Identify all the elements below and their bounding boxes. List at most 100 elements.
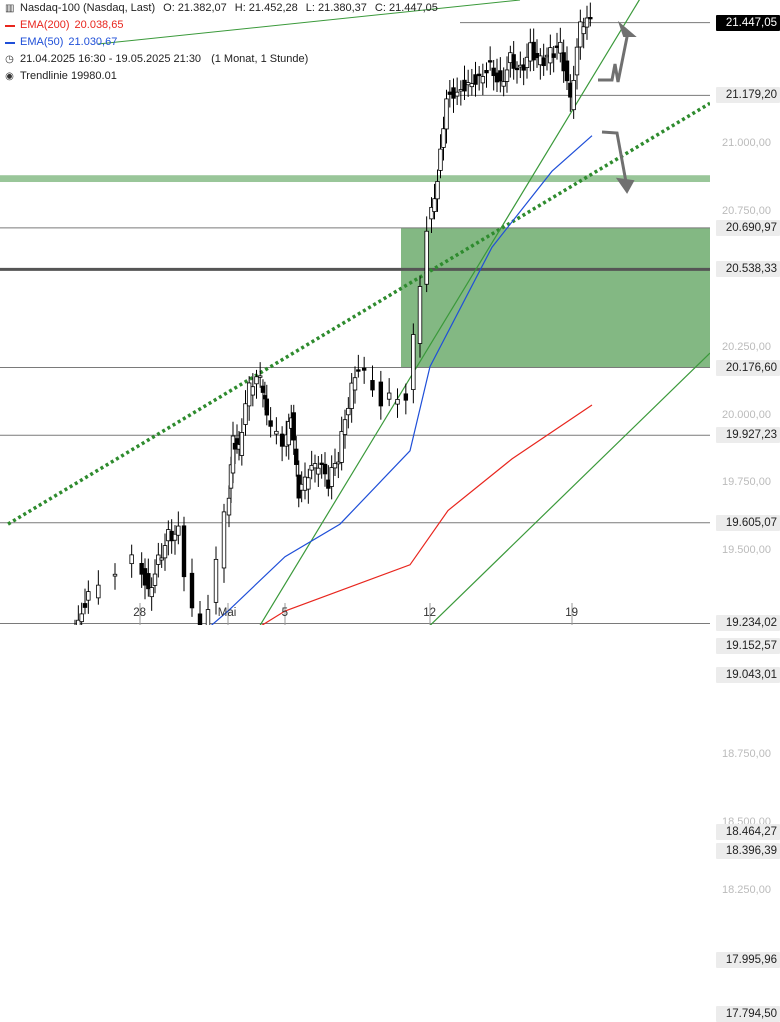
level-price-label: 19.234,02 xyxy=(716,615,780,632)
dotted-trendline xyxy=(7,101,711,526)
instrument-title: Nasdaq-100 (Nasdaq, Last) xyxy=(20,2,156,14)
candle-body xyxy=(511,54,516,69)
clock-icon: ◷ xyxy=(5,54,14,65)
chart-area[interactable] xyxy=(0,0,780,625)
ema50-label: EMA(50) xyxy=(20,36,64,48)
candle-body xyxy=(149,587,154,598)
candlestick-icon: ▥ xyxy=(5,3,15,14)
candle-body xyxy=(588,17,593,20)
level-price-label: 17.995,96 xyxy=(716,951,780,968)
candle-body xyxy=(541,57,546,67)
ohlc-low: L: 21.380,37 xyxy=(305,2,367,14)
candle-body xyxy=(551,53,556,58)
ema200-legend[interactable]: EMA(200) 20.038,65 xyxy=(0,17,560,34)
candle-body xyxy=(462,79,467,92)
candle-body xyxy=(316,467,321,475)
candle-body xyxy=(291,412,296,441)
ema50-legend[interactable]: EMA(50) 21.030,67 xyxy=(0,34,560,51)
candle-body xyxy=(571,79,576,111)
interval-label: (1 Monat, 1 Stunde) xyxy=(211,53,309,65)
candle-body xyxy=(197,613,203,625)
candle-body xyxy=(339,431,344,463)
candle-body xyxy=(438,148,443,171)
candle-body xyxy=(176,525,181,536)
candle-body xyxy=(504,69,510,82)
ema50-line xyxy=(210,135,593,625)
current-price-label: 21.447,05 xyxy=(716,14,780,31)
level-price-label: 19.152,57 xyxy=(716,637,780,654)
candle-body xyxy=(262,395,268,400)
date-range: 21.04.2025 16:30 - 19.05.2025 21:30 xyxy=(20,53,202,65)
price-chart[interactable] xyxy=(0,0,780,625)
candle-body xyxy=(501,81,506,87)
candle-body xyxy=(329,467,334,487)
candle-body xyxy=(129,554,134,565)
level-price-label: 19.927,23 xyxy=(716,427,780,444)
green-trendline xyxy=(259,0,640,625)
axis-tick-label: 18.750,00 xyxy=(722,747,771,760)
trendline-row[interactable]: ◉ Trendlinie 19980.01 xyxy=(0,68,560,85)
candle-body xyxy=(574,46,580,76)
candle-body xyxy=(524,56,530,68)
candle-body xyxy=(322,463,328,475)
candle-body xyxy=(451,87,456,99)
candle-body xyxy=(395,399,400,405)
ohlc-close: C: 21.447,05 xyxy=(374,2,438,14)
target-icon: ◉ xyxy=(5,71,14,82)
level-price-label: 19.043,01 xyxy=(716,667,780,684)
candle-body xyxy=(444,98,449,130)
candle-body xyxy=(221,511,227,569)
candle-body xyxy=(319,462,324,465)
candle-body xyxy=(294,448,299,465)
level-price-label: 18.464,27 xyxy=(716,824,780,841)
candle-body xyxy=(581,26,586,35)
candle-body xyxy=(476,73,482,77)
candle-body xyxy=(286,421,291,446)
candle-body xyxy=(181,525,187,578)
axis-tick-label: 20.250,00 xyxy=(722,340,771,353)
candle-body xyxy=(232,442,238,450)
level-price-label: 20.538,33 xyxy=(716,261,780,278)
candle-body xyxy=(274,430,279,435)
green-trendline xyxy=(429,352,711,625)
candle-body xyxy=(205,609,211,625)
candle-body xyxy=(584,17,590,28)
candle-body xyxy=(243,403,248,425)
ema200-swatch xyxy=(5,24,15,27)
green-trendline xyxy=(97,0,521,45)
level-price-label: 19.605,07 xyxy=(716,514,780,531)
ema200-label: EMA(200) xyxy=(20,19,70,31)
level-price-label: 21.179,20 xyxy=(716,87,780,104)
date-axis-label: 28 xyxy=(133,607,146,619)
candle-body xyxy=(172,533,178,541)
candle-body xyxy=(213,558,219,603)
axis-tick-label: 18.250,00 xyxy=(722,883,771,896)
candle-body xyxy=(264,398,269,416)
level-price-label: 20.176,60 xyxy=(716,359,780,376)
candle-body xyxy=(564,60,570,82)
candle-body xyxy=(189,572,195,609)
ohlc-open: O: 21.382,07 xyxy=(163,2,227,14)
candle-body xyxy=(531,41,536,61)
candle-body xyxy=(458,89,464,92)
candle-body xyxy=(370,380,375,391)
candle-body xyxy=(159,557,164,561)
up-scenario-arrow xyxy=(598,31,630,83)
axis-tick-label: 20.750,00 xyxy=(722,204,771,217)
candle-body xyxy=(403,393,409,401)
candle-body xyxy=(239,432,245,456)
candle-body xyxy=(226,497,232,516)
instrument-row: ▥ Nasdaq-100 (Nasdaq, Last) O: 21.382,07… xyxy=(0,0,560,17)
ema50-swatch xyxy=(5,41,15,44)
candle-body xyxy=(257,375,263,378)
ema200-value: 20.038,65 xyxy=(74,19,124,31)
candle-body xyxy=(411,334,416,390)
candle-body xyxy=(386,392,392,400)
down-scenario-arrow xyxy=(601,130,628,183)
down-arrowhead xyxy=(615,177,635,194)
candle-body xyxy=(487,60,493,63)
zone-band xyxy=(401,227,710,368)
zone-band xyxy=(0,175,710,183)
candle-body xyxy=(498,70,503,82)
candle-body xyxy=(480,76,486,84)
